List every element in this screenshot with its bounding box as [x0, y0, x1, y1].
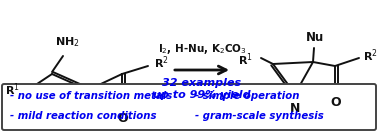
Text: Nu: Nu	[306, 31, 324, 44]
Text: up to 99% yield: up to 99% yield	[153, 90, 251, 100]
Text: NH$_2$: NH$_2$	[55, 35, 79, 49]
Text: R$^2$: R$^2$	[363, 48, 378, 64]
Text: 32 examples: 32 examples	[163, 78, 242, 88]
Text: R$^2$: R$^2$	[154, 55, 169, 71]
Text: - simple operation: - simple operation	[195, 91, 299, 101]
Text: O: O	[331, 96, 341, 109]
Text: R$^1$: R$^1$	[5, 82, 20, 98]
Text: - no use of transition metals: - no use of transition metals	[10, 91, 172, 101]
FancyBboxPatch shape	[2, 84, 376, 130]
Text: O: O	[118, 112, 128, 125]
Text: I$_2$, H-Nu, K$_2$CO$_3$: I$_2$, H-Nu, K$_2$CO$_3$	[158, 42, 246, 56]
Text: N: N	[290, 102, 300, 115]
Text: R$^1$: R$^1$	[238, 52, 253, 68]
Text: - mild reaction conditions: - mild reaction conditions	[10, 111, 156, 121]
Text: - gram-scale synthesis: - gram-scale synthesis	[195, 111, 324, 121]
